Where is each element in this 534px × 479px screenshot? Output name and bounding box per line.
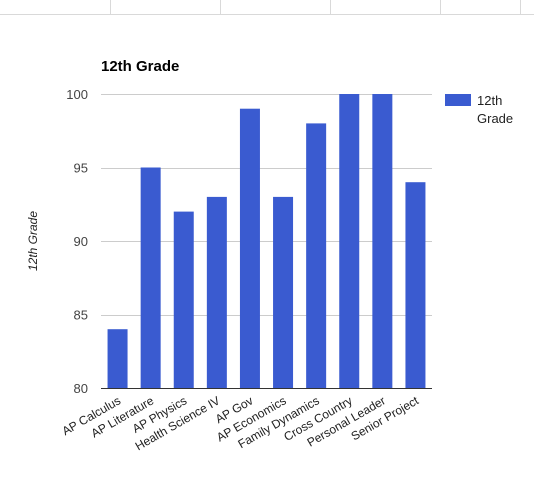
legend-swatch	[445, 94, 471, 106]
bar[interactable]	[273, 197, 293, 388]
bar[interactable]	[372, 94, 392, 388]
chart-title: 12th Grade	[101, 58, 179, 75]
bar[interactable]	[108, 329, 128, 388]
bar[interactable]	[240, 109, 260, 388]
bar[interactable]	[339, 94, 359, 388]
y-tick-label: 95	[74, 161, 88, 176]
y-tick-label: 100	[66, 87, 88, 102]
legend-label-line2: Grade	[477, 111, 513, 126]
y-axis-label: 12th Grade	[26, 211, 40, 271]
bar[interactable]	[405, 182, 425, 388]
bar[interactable]	[174, 212, 194, 388]
bar[interactable]	[141, 168, 161, 389]
y-tick-label: 90	[74, 234, 88, 249]
y-tick-label: 80	[74, 381, 88, 396]
y-axis-ticks: 80 85 90 95 100	[66, 87, 88, 396]
bar[interactable]	[306, 123, 326, 388]
bar[interactable]	[207, 197, 227, 388]
legend-label-line1: 12th	[477, 93, 502, 108]
legend[interactable]: 12th Grade	[445, 93, 513, 126]
y-tick-label: 85	[74, 308, 88, 323]
